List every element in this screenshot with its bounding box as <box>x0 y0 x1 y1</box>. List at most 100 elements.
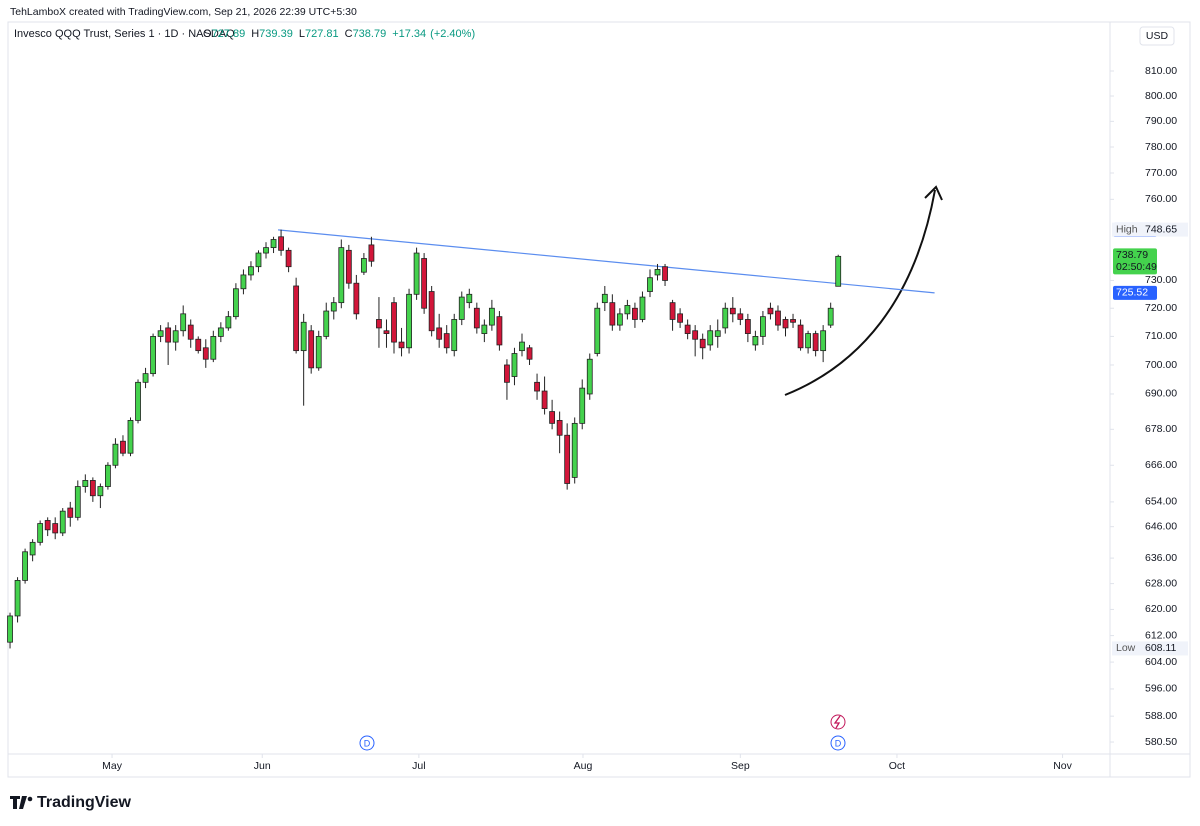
legend-value: 738.79 <box>353 28 387 40</box>
candle-body <box>669 302 676 320</box>
last-price-box <box>1113 248 1157 275</box>
candle-body <box>526 347 533 360</box>
candle-body <box>120 440 126 454</box>
candle-body <box>398 341 405 349</box>
candle-body <box>722 307 729 329</box>
candle-body <box>647 277 653 292</box>
currency[interactable]: USD <box>1146 30 1169 42</box>
earnings-marker[interactable] <box>830 714 846 730</box>
candle-body <box>767 307 774 315</box>
x-tick-label: Jun <box>254 760 271 772</box>
y-tick-label: 760.00 <box>1145 193 1177 205</box>
candle-body <box>473 307 480 329</box>
annotation-arrow <box>784 189 936 396</box>
candle-body <box>632 307 638 320</box>
legend-prefix: L <box>299 28 305 40</box>
dividend-marker[interactable] <box>830 735 846 751</box>
candle-body <box>165 327 172 343</box>
candle-body <box>248 266 254 276</box>
logo-text: TradingView <box>37 794 132 811</box>
trendline-end-label: 725.52 <box>1116 287 1148 299</box>
y-tick-label: 612.00 <box>1145 629 1177 641</box>
candle-body <box>195 338 202 352</box>
dividend-marker[interactable] <box>359 735 375 751</box>
y-tick-label: 588.00 <box>1145 710 1177 722</box>
legend-value: 727.81 <box>305 28 339 40</box>
candle-body <box>428 291 435 332</box>
y-tick-label: 646.00 <box>1145 520 1177 532</box>
candle-body <box>466 293 473 304</box>
candle-body <box>812 333 819 352</box>
x-tick-label: Nov <box>1053 760 1072 772</box>
legend: Invesco QQQ Trust, Series 1 · 1D · NASDA… <box>14 28 475 40</box>
candle-body <box>714 330 721 337</box>
candle-body <box>654 269 661 276</box>
legend-value: 727.89 <box>212 28 246 40</box>
candle-body <box>338 247 345 304</box>
currency-button[interactable] <box>1139 26 1175 46</box>
low-label: Low <box>1116 642 1136 654</box>
candle-body <box>616 313 623 326</box>
candle-body <box>52 523 59 534</box>
candle-body <box>330 302 337 312</box>
x-tick-label: Jul <box>412 760 425 772</box>
y-tick-label: 790.00 <box>1145 115 1177 127</box>
high-label: High <box>1116 223 1138 235</box>
y-tick-label: 700.00 <box>1145 359 1177 371</box>
candle-body <box>150 336 156 375</box>
candle-body <box>232 288 239 318</box>
candle-body <box>383 330 390 334</box>
candle-body <box>180 313 187 332</box>
candle-body <box>270 239 277 249</box>
candle-body <box>217 327 224 337</box>
candle-body <box>797 324 804 349</box>
candle-body <box>7 615 13 643</box>
y-tick-label: 666.00 <box>1145 459 1177 471</box>
x-tick-label: Aug <box>574 760 593 772</box>
candle-body <box>59 510 66 534</box>
candle-body <box>421 258 428 309</box>
candle-body <box>29 541 36 556</box>
trendline-end-label-box <box>1113 285 1157 300</box>
candle-body <box>105 464 111 487</box>
candle-body <box>135 381 141 421</box>
high-value: 748.65 <box>1145 223 1177 235</box>
candle-body <box>564 434 571 484</box>
dividend-label[interactable]: D <box>835 738 842 748</box>
candle-body <box>692 330 699 340</box>
legend-prefix: O <box>203 28 212 40</box>
candle-body <box>594 307 601 354</box>
y-tick-label: 730.00 <box>1145 274 1177 286</box>
low-box <box>1112 641 1188 656</box>
candle-body <box>782 319 789 329</box>
y-tick-label: 596.00 <box>1145 683 1177 695</box>
candle-body <box>805 333 811 349</box>
candle-body <box>827 307 834 326</box>
candle-body <box>300 321 307 352</box>
x-tick-label: May <box>102 760 123 772</box>
countdown: 02:50:49 <box>1116 261 1157 273</box>
candle-body <box>391 302 397 343</box>
candle-body <box>556 420 563 436</box>
logo-mark <box>10 796 27 809</box>
logo-dot <box>27 796 33 802</box>
earnings-icon <box>833 715 841 729</box>
y-tick-label: 580.50 <box>1145 736 1177 748</box>
candle-body <box>752 336 759 346</box>
candle-body <box>353 282 360 315</box>
dividend-label[interactable]: D <box>364 738 371 748</box>
candle-body <box>534 381 540 392</box>
candle-body <box>368 244 375 262</box>
legend-prefix: C <box>345 28 353 40</box>
candle-body <box>97 486 104 497</box>
candle-body <box>511 353 518 377</box>
high-box <box>1112 222 1188 237</box>
x-tick-label: Sep <box>731 760 750 772</box>
candle-body <box>571 422 578 478</box>
candle-body <box>436 327 443 340</box>
candle-body <box>488 307 495 326</box>
y-tick-label: 678.00 <box>1145 423 1177 435</box>
y-tick-label: 654.00 <box>1145 496 1177 508</box>
